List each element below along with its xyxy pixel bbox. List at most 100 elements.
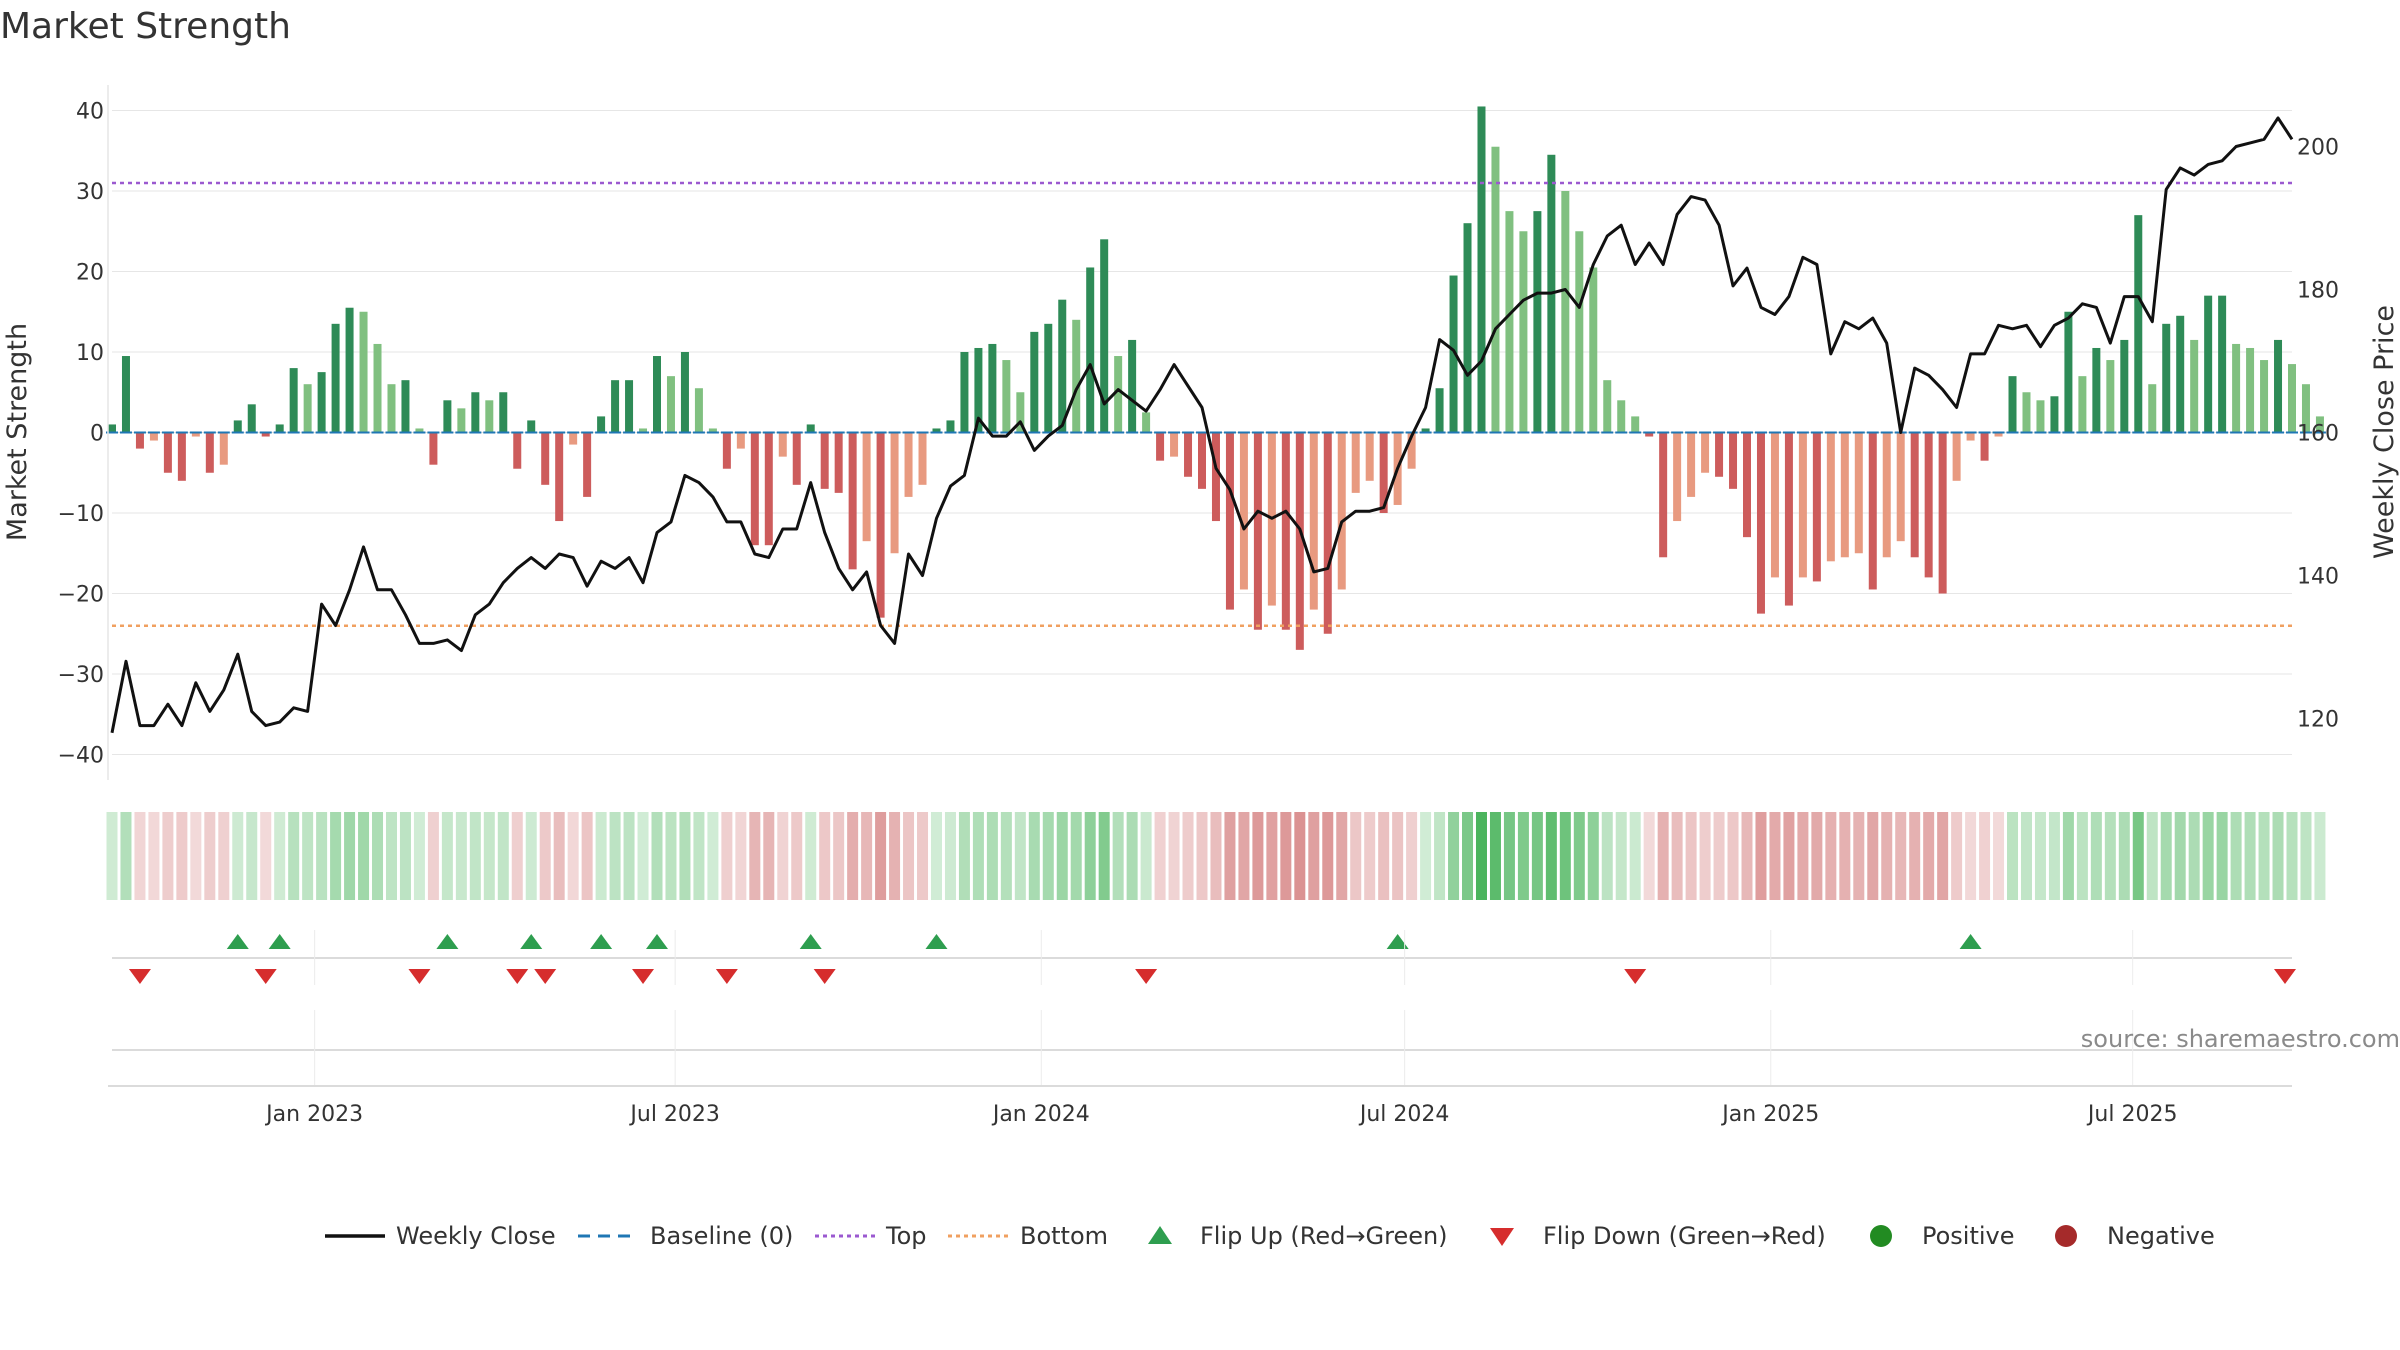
strength-bar <box>1016 392 1025 433</box>
strength-cell <box>1140 812 1152 900</box>
y2-tick-label: 180 <box>2297 279 2339 304</box>
strength-cell <box>847 812 859 900</box>
strength-cell <box>1853 812 1865 900</box>
strength-bar <box>569 432 578 445</box>
strength-bar <box>1002 360 1011 433</box>
close-line <box>110 116 2294 734</box>
strength-cell <box>1098 812 1110 900</box>
strength-bar <box>1743 432 1751 538</box>
strength-cell <box>819 812 831 900</box>
strength-cell <box>805 812 817 900</box>
strength-bar <box>2162 323 2171 433</box>
strength-cell <box>218 812 230 900</box>
strength-cell <box>1699 812 1711 900</box>
strength-cell <box>1434 812 1446 900</box>
strength-cell <box>455 812 467 900</box>
strength-cell <box>1811 812 1823 900</box>
strength-cell <box>1028 812 1040 900</box>
strength-bar <box>1701 432 1710 473</box>
strength-cell <box>972 812 984 900</box>
strength-bar <box>1309 432 1318 610</box>
strength-cell <box>2090 812 2102 900</box>
strength-bar <box>1854 432 1863 554</box>
strength-cell <box>2174 812 2186 900</box>
flip-up-marker <box>520 934 543 949</box>
strength-cell <box>581 812 593 900</box>
strength-cell <box>2244 812 2256 900</box>
strength-cell <box>385 812 397 900</box>
strength-bar <box>988 343 997 433</box>
y-tick-label: 0 <box>90 422 104 447</box>
strength-bar <box>555 432 564 522</box>
strength-cell <box>637 812 649 900</box>
strength-cell <box>1769 812 1781 900</box>
strength-bar <box>303 384 312 433</box>
strength-cell <box>553 812 565 900</box>
strength-bar <box>2022 392 2031 433</box>
strength-cell <box>707 812 719 900</box>
x-tick-label: Jan 2025 <box>1720 1102 1819 1127</box>
strength-bar <box>1477 106 1486 433</box>
strength-bar <box>233 420 242 433</box>
flip-down-marker <box>254 969 277 984</box>
strength-cell <box>344 812 356 900</box>
strength-cell <box>1238 812 1250 900</box>
strength-cell <box>176 812 188 900</box>
strength-bar <box>1603 380 1612 433</box>
strength-cell <box>1797 812 1809 900</box>
legend-item: Weekly Close <box>325 1222 556 1250</box>
strength-bar <box>2315 416 2324 433</box>
strength-cell <box>399 812 411 900</box>
strength-bar <box>583 432 592 497</box>
strength-bar <box>135 432 144 449</box>
strength-cell <box>833 812 845 900</box>
strength-cell <box>260 812 272 900</box>
x-tick-label: Jul 2023 <box>628 1102 720 1127</box>
y2-axis-label: Weekly Close Price <box>2369 305 2400 559</box>
flip-up-marker <box>1386 934 1409 949</box>
strength-cell <box>1587 812 1599 900</box>
strength-cell <box>693 812 705 900</box>
strength-bar <box>2218 295 2227 433</box>
strength-cell <box>1629 812 1641 900</box>
strength-cell <box>1657 812 1669 900</box>
legend-label: Positive <box>1922 1222 2015 1250</box>
strength-cell <box>2202 812 2214 900</box>
strength-cell <box>106 812 118 900</box>
strength-bar <box>1184 432 1193 477</box>
strength-bar <box>1211 432 1220 522</box>
strength-bar <box>2260 360 2269 433</box>
strength-bar <box>1631 416 1640 433</box>
strength-bar <box>1337 432 1346 590</box>
strength-cell <box>2034 812 2046 900</box>
strength-bar <box>722 432 731 469</box>
strength-bar <box>890 432 899 554</box>
strength-cell <box>1951 812 1963 900</box>
strength-cell <box>1937 812 1949 900</box>
strength-bar <box>2274 339 2283 433</box>
strength-cell <box>930 812 942 900</box>
legend-swatch <box>1490 1228 1514 1246</box>
strength-cell <box>1503 812 1515 900</box>
strength-bar <box>2288 364 2296 433</box>
strength-bar <box>219 432 228 465</box>
strength-bar <box>1351 432 1360 493</box>
strength-bar <box>1715 432 1724 477</box>
strength-bar <box>289 368 298 433</box>
strength-bar <box>1030 331 1039 433</box>
strength-bar <box>2148 384 2157 433</box>
strength-bar <box>1365 432 1374 481</box>
strength-bar <box>1323 432 1332 634</box>
strength-cell <box>1895 812 1907 900</box>
strength-cell <box>427 812 439 900</box>
strength-bar <box>1910 432 1919 558</box>
strength-bar <box>1295 432 1304 650</box>
strength-bar <box>2190 339 2199 433</box>
strength-cell <box>1839 812 1851 900</box>
strength-cell <box>2300 812 2312 900</box>
strength-bar <box>1142 412 1151 433</box>
strength-bar <box>1491 146 1500 433</box>
strength-cell <box>204 812 216 900</box>
strength-bar <box>1519 231 1528 433</box>
legend-label: Weekly Close <box>396 1222 556 1250</box>
